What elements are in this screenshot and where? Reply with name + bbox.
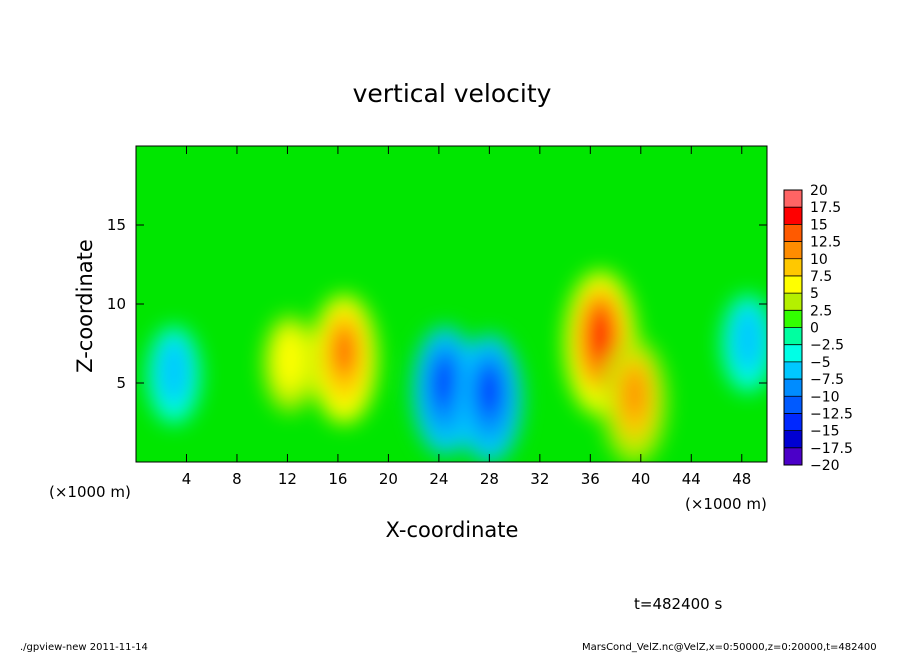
colorbar-label: −17.5	[810, 441, 853, 457]
x-axis-multiplier-right: (×1000 m)	[685, 495, 767, 513]
x-tick-label: 32	[530, 470, 549, 488]
colorbar-segment	[784, 275, 802, 294]
colorbar-label: 7.5	[810, 269, 832, 285]
colorbar-label: 15	[810, 217, 828, 233]
footer-left: ./gpview-new 2011-11-14	[20, 642, 148, 653]
colorbar-label: 2.5	[810, 303, 832, 319]
colorbar-segment	[784, 327, 802, 345]
x-tick-label: 12	[278, 470, 297, 488]
colorbar-label: 20	[810, 183, 828, 199]
heatmap-feature-1-core	[333, 325, 356, 378]
x-tick-label: 44	[682, 470, 701, 488]
colorbar-label: 5	[810, 286, 819, 302]
colorbar-label: −15	[810, 424, 840, 440]
x-tick-label: 16	[328, 470, 347, 488]
heatmap-feature-7-core	[165, 347, 183, 387]
colorbar-label: −12.5	[810, 406, 853, 422]
x-tick-label: 24	[429, 470, 448, 488]
y-tick-label: 10	[107, 295, 126, 313]
heatmap-feature-8-core	[739, 315, 757, 356]
colorbar-segment	[784, 258, 802, 277]
colorbar-label: −20	[810, 458, 840, 474]
y-axis-title: Z-coordinate	[73, 239, 97, 373]
x-tick-label: 36	[581, 470, 600, 488]
colorbar-segment	[784, 413, 802, 431]
x-axis-title: X-coordinate	[386, 518, 519, 542]
heatmap-feature-3-core	[434, 357, 457, 409]
colorbar-segment	[784, 447, 802, 466]
time-label: t=482400 s	[634, 595, 722, 613]
chart-title: vertical velocity	[353, 79, 552, 108]
colorbar-segment	[784, 241, 802, 259]
colorbar-label: 12.5	[810, 235, 841, 251]
x-axis-multiplier-left: (×1000 m)	[49, 483, 131, 501]
x-tick-label: 4	[182, 470, 192, 488]
colorbar-label: −7.5	[810, 372, 844, 388]
colorbar-segment	[784, 224, 802, 242]
heatmap-feature-2-core	[281, 336, 299, 376]
colorbar-segment	[784, 207, 802, 225]
y-axis: 5 10 15	[107, 216, 767, 392]
x-tick-label: 28	[480, 470, 499, 488]
colorbar-segment	[784, 293, 802, 311]
x-tick-label: 48	[732, 470, 751, 488]
colorbar-segment	[784, 361, 802, 380]
colorbar-label: 17.5	[810, 200, 841, 216]
colorbar-label: −10	[810, 389, 840, 405]
colorbar-segment	[784, 310, 802, 328]
heatmap-feature-6-core	[623, 368, 646, 420]
colorbar-label: 10	[810, 252, 828, 268]
plot-area	[135, 145, 768, 463]
colorbar-label: 0	[810, 321, 819, 337]
colorbar-label: −2.5	[810, 338, 844, 354]
heatmap-feature-5-core	[588, 306, 613, 365]
x-tick-label: 8	[232, 470, 242, 488]
x-axis: 4 8 12 16 20 24 28 32 36 40 44 48	[182, 146, 751, 488]
colorbar-segment	[784, 190, 802, 208]
colorbar-label: −5	[810, 355, 831, 371]
colorbar-segment	[784, 344, 802, 363]
colorbar-segment	[784, 396, 802, 414]
footer-right: MarsCond_VelZ.nc@VelZ,x=0:50000,z=0:2000…	[582, 642, 877, 653]
heatmap-feature-4-core	[478, 364, 501, 417]
colorbar-segment	[784, 379, 802, 397]
heatmap-features	[147, 271, 767, 462]
x-tick-label: 40	[631, 470, 650, 488]
x-tick-label: 20	[379, 470, 398, 488]
y-tick-label: 15	[107, 216, 126, 234]
colorbar-segment	[784, 430, 802, 449]
y-tick-label: 5	[116, 374, 126, 392]
